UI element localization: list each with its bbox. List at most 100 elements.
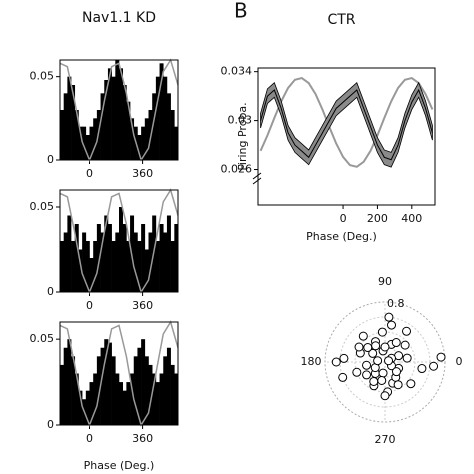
bar (100, 232, 105, 292)
bar (93, 118, 98, 160)
bar (174, 126, 179, 160)
bar (130, 373, 135, 425)
bar (60, 241, 64, 292)
model-curve (59, 58, 179, 163)
bar (119, 68, 123, 160)
bar (148, 364, 153, 425)
bar (85, 390, 90, 425)
axes-frame (59, 321, 179, 426)
bar (159, 63, 164, 161)
x-tick-label: 360 (132, 432, 153, 445)
bar (137, 241, 142, 292)
bar (119, 382, 123, 425)
bar (137, 347, 142, 425)
x-axis-label: Phase (Deg.) (84, 459, 155, 472)
point (380, 391, 390, 401)
bar (137, 135, 142, 160)
theta-tick-label: 270 (375, 433, 396, 446)
point (387, 320, 397, 330)
point (352, 367, 362, 377)
bar (82, 232, 87, 292)
x-tick-label: 360 (132, 167, 153, 180)
point (368, 348, 378, 358)
bar (60, 110, 64, 160)
bar (170, 110, 175, 160)
bar (122, 224, 127, 292)
bar (104, 80, 109, 160)
bar (107, 342, 112, 425)
bar (155, 382, 160, 425)
bar (100, 347, 105, 425)
bar (67, 339, 72, 425)
point (417, 364, 427, 374)
x-tick-label: 0 (86, 167, 93, 180)
bar (144, 249, 149, 292)
bar (115, 232, 120, 292)
model-curve (59, 320, 179, 428)
y-tick-label: 0.05 (30, 70, 55, 83)
bar (133, 356, 138, 425)
bar (89, 382, 94, 425)
mean-line (260, 88, 433, 161)
point (331, 357, 341, 367)
bar (126, 382, 131, 425)
bar (141, 339, 146, 425)
bar (148, 232, 153, 292)
bar (166, 347, 171, 425)
point (429, 361, 439, 371)
x-tick-label: 400 (401, 212, 422, 225)
bar (163, 356, 168, 425)
point (378, 368, 388, 378)
y-tick-label: 0 (47, 153, 54, 166)
point (391, 367, 401, 377)
bar (96, 224, 101, 292)
point (393, 380, 403, 390)
bar (74, 110, 79, 160)
point (338, 372, 348, 382)
theta-tick-label: 0 (456, 355, 463, 368)
bar (104, 339, 109, 425)
bar (170, 241, 175, 292)
bar (174, 373, 179, 425)
bar (67, 215, 72, 292)
axes-frame (59, 59, 179, 161)
bar (85, 241, 90, 292)
point (436, 352, 446, 362)
x-tick-label: 0 (86, 432, 93, 445)
bar (96, 356, 101, 425)
point (384, 356, 394, 366)
point (391, 338, 401, 348)
bar (67, 76, 72, 160)
point (363, 343, 373, 353)
y-tick-label: 0.034 (221, 65, 253, 78)
y-tick-label: 0.05 (30, 332, 55, 345)
bar (74, 373, 79, 425)
model-curve (259, 76, 434, 168)
bar (141, 126, 146, 160)
bar (163, 232, 168, 292)
panel-label: B (234, 0, 248, 23)
bar (71, 241, 76, 292)
point (369, 376, 379, 386)
bar (119, 207, 123, 292)
bar (93, 373, 98, 425)
bar (82, 126, 87, 160)
point (371, 341, 381, 351)
bar (166, 215, 171, 292)
bar (89, 126, 94, 160)
bar (100, 93, 105, 160)
bar (111, 76, 116, 160)
bar (155, 76, 160, 160)
error-band (260, 81, 433, 168)
point (400, 340, 410, 350)
bar (111, 241, 116, 292)
bar (107, 68, 112, 160)
bar (78, 390, 83, 425)
bar (144, 356, 149, 425)
y-tick-label: 0 (47, 418, 54, 431)
bar (78, 249, 83, 292)
point (402, 326, 412, 336)
axis-break (252, 172, 262, 185)
bar (104, 215, 109, 292)
polar-ring (324, 301, 446, 423)
